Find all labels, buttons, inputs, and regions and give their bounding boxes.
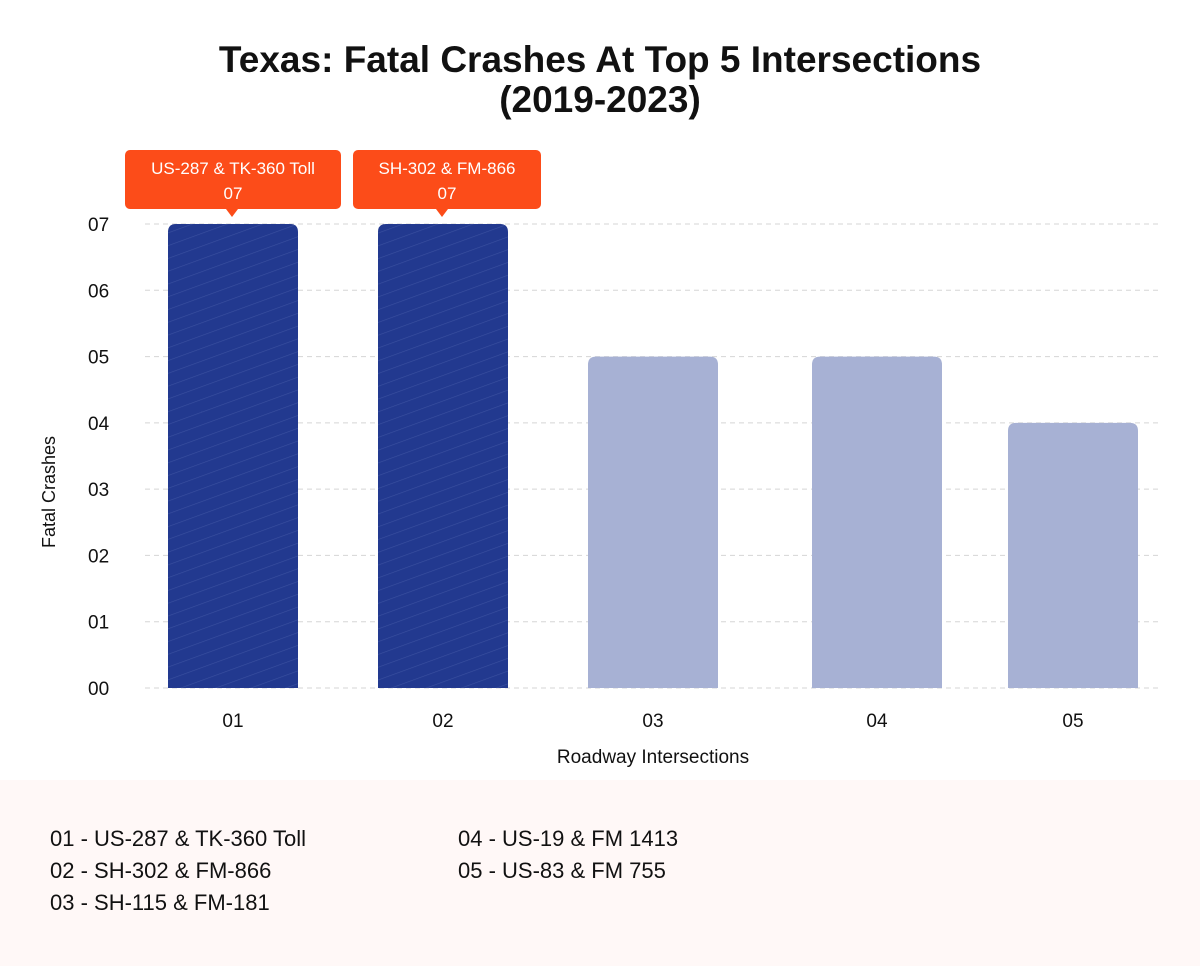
callout-value: 07 <box>438 184 457 203</box>
bar-hatch <box>168 224 298 688</box>
legend-item: 04 - US-19 & FM 1413 <box>458 826 679 851</box>
y-tick-label: 07 <box>88 215 109 236</box>
x-axis-label: Roadway Intersections <box>557 747 749 768</box>
legend-item: 03 - SH-115 & FM-181 <box>50 890 270 915</box>
y-tick-label: 00 <box>88 679 109 700</box>
bar <box>812 356 942 688</box>
x-tick-label: 03 <box>642 711 663 732</box>
legend-item: 05 - US-83 & FM 755 <box>458 858 666 883</box>
legend-item: 02 - SH-302 & FM-866 <box>50 858 272 883</box>
x-tick-label: 04 <box>866 711 888 732</box>
y-axis-label: Fatal Crashes <box>39 436 59 548</box>
legend-item: 01 - US-287 & TK-360 Toll <box>50 826 306 851</box>
bar <box>588 356 718 688</box>
callout-value: 07 <box>224 184 243 203</box>
chart-title: Texas: Fatal Crashes At Top 5 Intersecti… <box>0 40 1200 120</box>
legend: 01 - US-287 & TK-360 Toll 02 - SH-302 & F… <box>0 780 1200 966</box>
y-tick-label: 05 <box>88 348 109 369</box>
y-tick-label: 06 <box>88 281 109 302</box>
bar <box>1008 422 1138 688</box>
x-tick-label: 01 <box>222 711 243 732</box>
callout-label: US-287 & TK-360 Toll <box>151 159 315 178</box>
y-tick-label: 04 <box>88 414 110 435</box>
x-tick-label: 05 <box>1062 711 1083 732</box>
callout-pointer <box>436 209 448 217</box>
bar-chart: 00 01 02 03 04 05 06 07 01 US-287 & TK-360 Toll 07… <box>39 150 1160 768</box>
y-tick-label: 01 <box>88 613 109 634</box>
x-tick-label: 02 <box>432 711 453 732</box>
title-line: Texas: Fatal Crashes At Top 5 Intersecti… <box>218 39 982 80</box>
bar-hatch <box>378 224 508 688</box>
callout-box <box>125 150 341 209</box>
callout-box <box>353 150 541 209</box>
y-tick-label: 03 <box>88 480 109 501</box>
subtitle-line: (2019-2023) <box>499 79 701 120</box>
y-tick-label: 02 <box>88 546 109 567</box>
callout-label: SH-302 & FM-866 <box>379 159 516 178</box>
callout-pointer <box>226 209 238 217</box>
